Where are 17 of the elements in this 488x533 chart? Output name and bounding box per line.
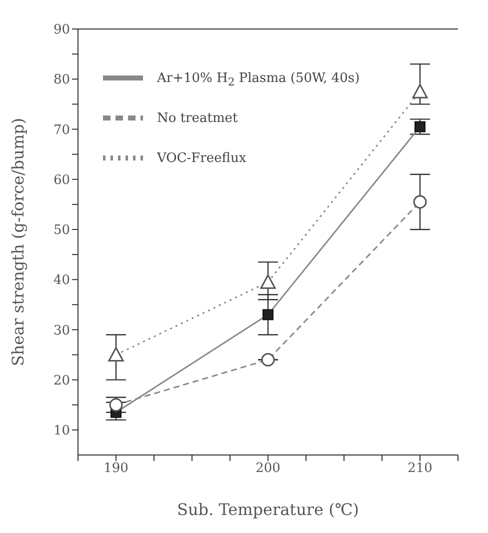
y-tick-label: 20 — [53, 373, 70, 388]
legend-label: Ar+10% H$_{2}$ Plasma (50W, 40s) — [157, 70, 360, 88]
y-axis-title: Shear strength (g-force/bump) — [8, 118, 28, 366]
legend-label: No treatmet — [157, 110, 238, 126]
y-tick-label: 70 — [53, 122, 70, 138]
y-tick-label: 90 — [53, 22, 70, 38]
y-tick-label: 50 — [53, 223, 70, 238]
y-tick-label: 10 — [53, 424, 70, 439]
legend-label: VOC-Freeflux — [157, 150, 246, 166]
y-tick-label: 30 — [53, 323, 70, 338]
x-tick-label: 200 — [256, 461, 280, 476]
y-tick-label: 80 — [53, 72, 70, 88]
x-tick-label: 190 — [104, 461, 128, 476]
x-axis-title: Sub. Temperature (℃) — [177, 500, 359, 519]
y-tick-label: 60 — [53, 172, 70, 188]
y-tick-label: 40 — [53, 273, 70, 288]
x-tick-label: 210 — [408, 461, 432, 476]
